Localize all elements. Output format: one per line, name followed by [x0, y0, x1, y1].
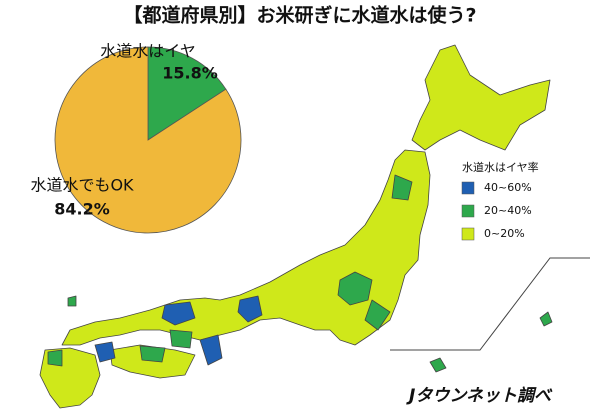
- legend-swatch: [461, 227, 475, 241]
- region: [237, 295, 263, 323]
- title: 【都道府県別】お米研ぎに水道水は使う?: [123, 4, 476, 27]
- slice-value: 15.8%: [162, 64, 218, 83]
- region: [169, 329, 193, 349]
- map: [39, 44, 590, 409]
- okinawa: [429, 357, 447, 373]
- region: [94, 341, 116, 363]
- slice-value: 84.2%: [54, 200, 110, 219]
- legend: 水道水はイヤ率 40~60% 20~40% 0~20%: [461, 160, 539, 241]
- legend-swatch: [461, 204, 475, 218]
- region: [139, 345, 166, 363]
- legend-title: 水道水はイヤ率: [462, 160, 539, 174]
- region: [199, 334, 223, 366]
- honshu: [61, 149, 431, 346]
- island: [539, 311, 553, 327]
- legend-label: 20~40%: [484, 204, 532, 217]
- region: [337, 271, 373, 306]
- inset-border: [390, 257, 590, 351]
- island: [67, 295, 77, 307]
- slice-label: 水道水はイヤ: [100, 42, 196, 61]
- region: [364, 299, 391, 331]
- legend-swatch: [461, 181, 475, 195]
- pie-slice: [54, 46, 242, 234]
- legend-label: 40~60%: [484, 181, 532, 194]
- hokkaido: [411, 44, 551, 151]
- source: Jタウンネット調べ: [406, 386, 553, 406]
- region: [161, 301, 196, 326]
- pie-slice: [147, 46, 227, 141]
- pie-chart: [54, 46, 242, 234]
- legend-label: 0~20%: [484, 227, 525, 240]
- region: [391, 174, 413, 201]
- region: [47, 349, 63, 367]
- slice-label: 水道水でもOK: [30, 176, 134, 195]
